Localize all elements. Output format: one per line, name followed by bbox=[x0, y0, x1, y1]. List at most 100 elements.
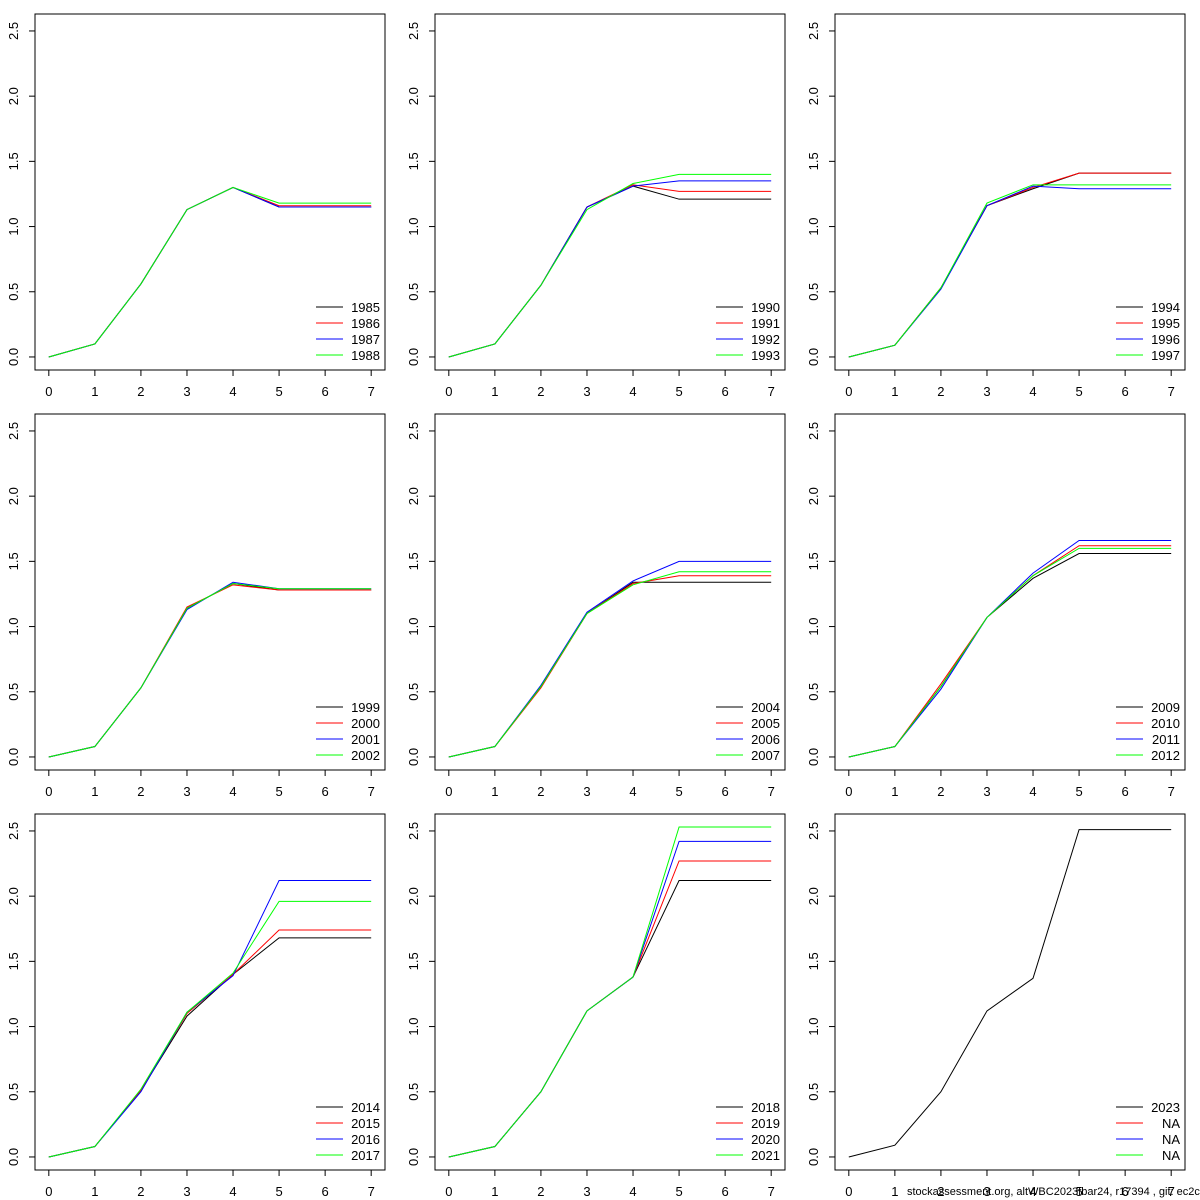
x-tick-label: 7 bbox=[1168, 1184, 1175, 1199]
x-tick-label: 5 bbox=[1075, 1184, 1082, 1199]
y-tick-label: 0.0 bbox=[6, 1148, 21, 1166]
y-tick-label: 2.0 bbox=[806, 887, 821, 905]
series-line bbox=[848, 172, 1172, 358]
x-tick-label: 7 bbox=[1168, 384, 1175, 399]
x-tick-label: 3 bbox=[583, 784, 590, 799]
series-line bbox=[848, 172, 1172, 358]
plot-frame bbox=[434, 813, 786, 1171]
x-tick-label: 0 bbox=[845, 384, 852, 399]
x-tick-label: 7 bbox=[1168, 784, 1175, 799]
x-tick-label: 0 bbox=[445, 1184, 452, 1199]
plot-frame bbox=[834, 413, 1186, 771]
series-line bbox=[848, 545, 1172, 758]
x-tick-label: 7 bbox=[768, 384, 775, 399]
legend-label: 2006 bbox=[751, 732, 780, 747]
x-tick-label: 2 bbox=[537, 384, 544, 399]
legend-label: 2017 bbox=[351, 1148, 380, 1163]
x-tick-label: 0 bbox=[445, 384, 452, 399]
plot-frame bbox=[834, 813, 1186, 1171]
x-tick-label: 6 bbox=[322, 384, 329, 399]
y-tick-label: 2.0 bbox=[6, 487, 21, 505]
series-line bbox=[448, 840, 772, 1158]
y-tick-label: 2.5 bbox=[6, 822, 21, 840]
legend-label: 2009 bbox=[1151, 700, 1180, 715]
x-tick-label: 6 bbox=[722, 384, 729, 399]
x-tick-label: 1 bbox=[891, 784, 898, 799]
x-tick-label: 3 bbox=[183, 1184, 190, 1199]
x-tick-label: 4 bbox=[1029, 1184, 1036, 1199]
series-line bbox=[48, 186, 372, 358]
series-line bbox=[848, 184, 1172, 358]
x-tick-label: 4 bbox=[629, 784, 636, 799]
y-tick-label: 0.5 bbox=[406, 1083, 421, 1101]
plot-frame bbox=[34, 813, 386, 1171]
y-tick-label: 0.5 bbox=[806, 283, 821, 301]
x-tick-label: 0 bbox=[45, 784, 52, 799]
y-tick-label: 2.0 bbox=[6, 887, 21, 905]
y-tick-label: 0.0 bbox=[806, 1148, 821, 1166]
y-tick-label: 2.5 bbox=[6, 422, 21, 440]
y-tick-label: 2.0 bbox=[406, 87, 421, 105]
y-tick-label: 2.5 bbox=[806, 822, 821, 840]
series-line bbox=[448, 880, 772, 1158]
y-tick-label: 1.0 bbox=[806, 618, 821, 636]
x-tick-label: 3 bbox=[983, 384, 990, 399]
x-tick-label: 7 bbox=[368, 784, 375, 799]
legend-label: 1992 bbox=[751, 332, 780, 347]
legend-label: 2005 bbox=[751, 716, 780, 731]
legend-label: NA bbox=[1162, 1148, 1180, 1163]
legend-label: 2014 bbox=[351, 1100, 380, 1115]
y-tick-label: 0.0 bbox=[406, 748, 421, 766]
y-tick-label: 1.5 bbox=[406, 952, 421, 970]
y-tick-label: 2.5 bbox=[806, 422, 821, 440]
x-tick-label: 6 bbox=[1122, 1184, 1129, 1199]
y-tick-label: 1.5 bbox=[806, 952, 821, 970]
legend-label: 1985 bbox=[351, 300, 380, 315]
legend-label: 1996 bbox=[1151, 332, 1180, 347]
series-line bbox=[48, 186, 372, 358]
y-tick-label: 0.5 bbox=[6, 683, 21, 701]
y-tick-label: 2.0 bbox=[6, 87, 21, 105]
x-tick-label: 6 bbox=[722, 784, 729, 799]
legend-label: 1986 bbox=[351, 316, 380, 331]
legend-label: 1999 bbox=[351, 700, 380, 715]
y-tick-label: 0.5 bbox=[806, 683, 821, 701]
legend-label: NA bbox=[1162, 1132, 1180, 1147]
series-line bbox=[48, 186, 372, 358]
series-line bbox=[848, 553, 1172, 758]
x-tick-label: 7 bbox=[368, 384, 375, 399]
x-tick-label: 6 bbox=[1122, 784, 1129, 799]
y-tick-label: 2.5 bbox=[406, 422, 421, 440]
y-tick-label: 1.0 bbox=[6, 218, 21, 236]
x-tick-label: 4 bbox=[629, 384, 636, 399]
legend-label: 2000 bbox=[351, 716, 380, 731]
plot-frame bbox=[834, 13, 1186, 371]
legend-label: 2015 bbox=[351, 1116, 380, 1131]
plot-frame bbox=[434, 13, 786, 371]
legend-label: 1990 bbox=[751, 300, 780, 315]
x-tick-label: 5 bbox=[275, 384, 282, 399]
legend-label: 1997 bbox=[1151, 348, 1180, 363]
x-tick-label: 1 bbox=[891, 1184, 898, 1199]
y-tick-label: 1.5 bbox=[406, 552, 421, 570]
legend-label: 2002 bbox=[351, 748, 380, 763]
legend-label: 2011 bbox=[1152, 732, 1180, 747]
x-tick-label: 1 bbox=[491, 784, 498, 799]
y-tick-label: 1.5 bbox=[6, 552, 21, 570]
x-tick-label: 2 bbox=[537, 784, 544, 799]
x-tick-label: 1 bbox=[91, 384, 98, 399]
series-line bbox=[448, 860, 772, 1158]
y-tick-label: 1.0 bbox=[6, 618, 21, 636]
series-line bbox=[48, 880, 372, 1158]
y-tick-label: 2.0 bbox=[806, 487, 821, 505]
x-tick-label: 1 bbox=[891, 384, 898, 399]
y-tick-label: 2.5 bbox=[806, 22, 821, 40]
footer: stockassessment.org, altWBC2023fbar24, r… bbox=[907, 1186, 1200, 1198]
series-line bbox=[848, 539, 1172, 758]
x-tick-label: 5 bbox=[675, 784, 682, 799]
legend-label: 2010 bbox=[1151, 716, 1180, 731]
x-tick-label: 3 bbox=[183, 384, 190, 399]
x-tick-label: 0 bbox=[45, 384, 52, 399]
x-tick-label: 0 bbox=[45, 1184, 52, 1199]
series-line bbox=[848, 185, 1172, 358]
